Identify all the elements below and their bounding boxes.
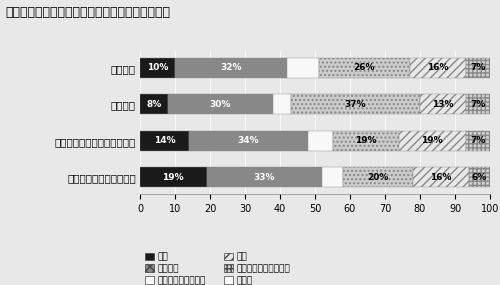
Bar (175, 58, 287, 78)
Bar (290, 94, 420, 114)
Text: 6%: 6% (472, 173, 487, 182)
Bar (318, 58, 410, 78)
Text: 37%: 37% (344, 100, 366, 109)
Text: 7%: 7% (470, 100, 486, 109)
Text: 10%: 10% (147, 63, 168, 72)
Text: 34%: 34% (238, 136, 260, 145)
Text: 7%: 7% (470, 136, 486, 145)
Bar (466, 58, 490, 78)
Bar (140, 58, 175, 78)
Text: 8%: 8% (146, 100, 162, 109)
Bar (322, 167, 343, 187)
Bar (140, 131, 189, 151)
Bar (287, 58, 318, 78)
Bar (410, 58, 466, 78)
Bar (189, 131, 308, 151)
Text: 19%: 19% (162, 173, 184, 182)
Legend: 満足, ほぼ満足, どちらともいえない, やや不満, 不満, 該当しない・関係ない, 無回答: 満足, ほぼ満足, どちらともいえない, やや不満, 不満, 該当しない・関係な… (144, 253, 290, 285)
Bar (343, 167, 413, 187)
Bar (413, 167, 469, 187)
Bar (273, 94, 290, 114)
Text: 20%: 20% (368, 173, 388, 182)
Text: 26%: 26% (353, 63, 375, 72)
Bar (332, 131, 399, 151)
Text: 7%: 7% (470, 63, 486, 72)
Text: 19%: 19% (422, 136, 443, 145)
Text: 14%: 14% (154, 136, 176, 145)
Text: 32%: 32% (220, 63, 242, 72)
Bar (420, 94, 466, 114)
Bar (140, 167, 206, 187)
Bar (466, 131, 490, 151)
Bar (168, 94, 273, 114)
Text: 16%: 16% (427, 63, 448, 72)
Text: 19%: 19% (355, 136, 376, 145)
Bar (466, 94, 490, 114)
Text: 図５－６（１）　歴史的環境の豊かさ・ふれあい: 図５－６（１） 歴史的環境の豊かさ・ふれあい (5, 6, 170, 19)
Text: 13%: 13% (432, 100, 454, 109)
Bar (399, 131, 466, 151)
Bar (469, 167, 490, 187)
Text: 16%: 16% (430, 173, 452, 182)
Bar (206, 167, 322, 187)
Bar (308, 131, 332, 151)
Text: 33%: 33% (254, 173, 275, 182)
Text: 30%: 30% (210, 100, 231, 109)
Bar (140, 94, 168, 114)
